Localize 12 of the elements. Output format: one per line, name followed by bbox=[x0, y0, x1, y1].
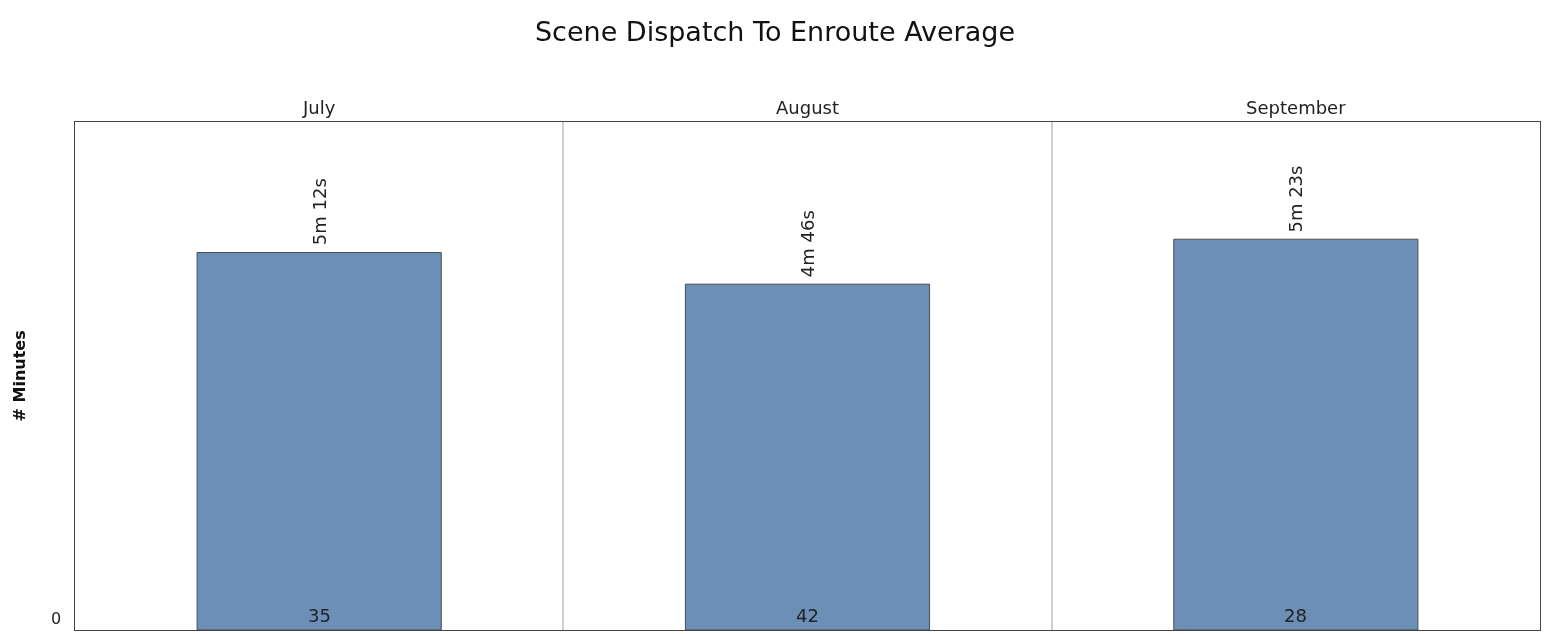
x-tick-label: September bbox=[1246, 96, 1347, 118]
annotation: 5m 23s bbox=[1285, 165, 1307, 233]
y-axis-title: # Minutes bbox=[9, 330, 29, 422]
annotation: 4m 46s bbox=[796, 210, 818, 278]
annotation: 28 bbox=[1284, 605, 1307, 626]
x-tick-label: July bbox=[301, 96, 336, 118]
x-tick-label: August bbox=[776, 96, 839, 118]
annotation: 42 bbox=[796, 605, 819, 626]
chart-title: Scene Dispatch To Enroute Average bbox=[534, 16, 1016, 48]
text: 0 bbox=[51, 609, 62, 628]
annotation: 35 bbox=[308, 605, 331, 626]
annotation: 5m 12s bbox=[309, 178, 331, 246]
